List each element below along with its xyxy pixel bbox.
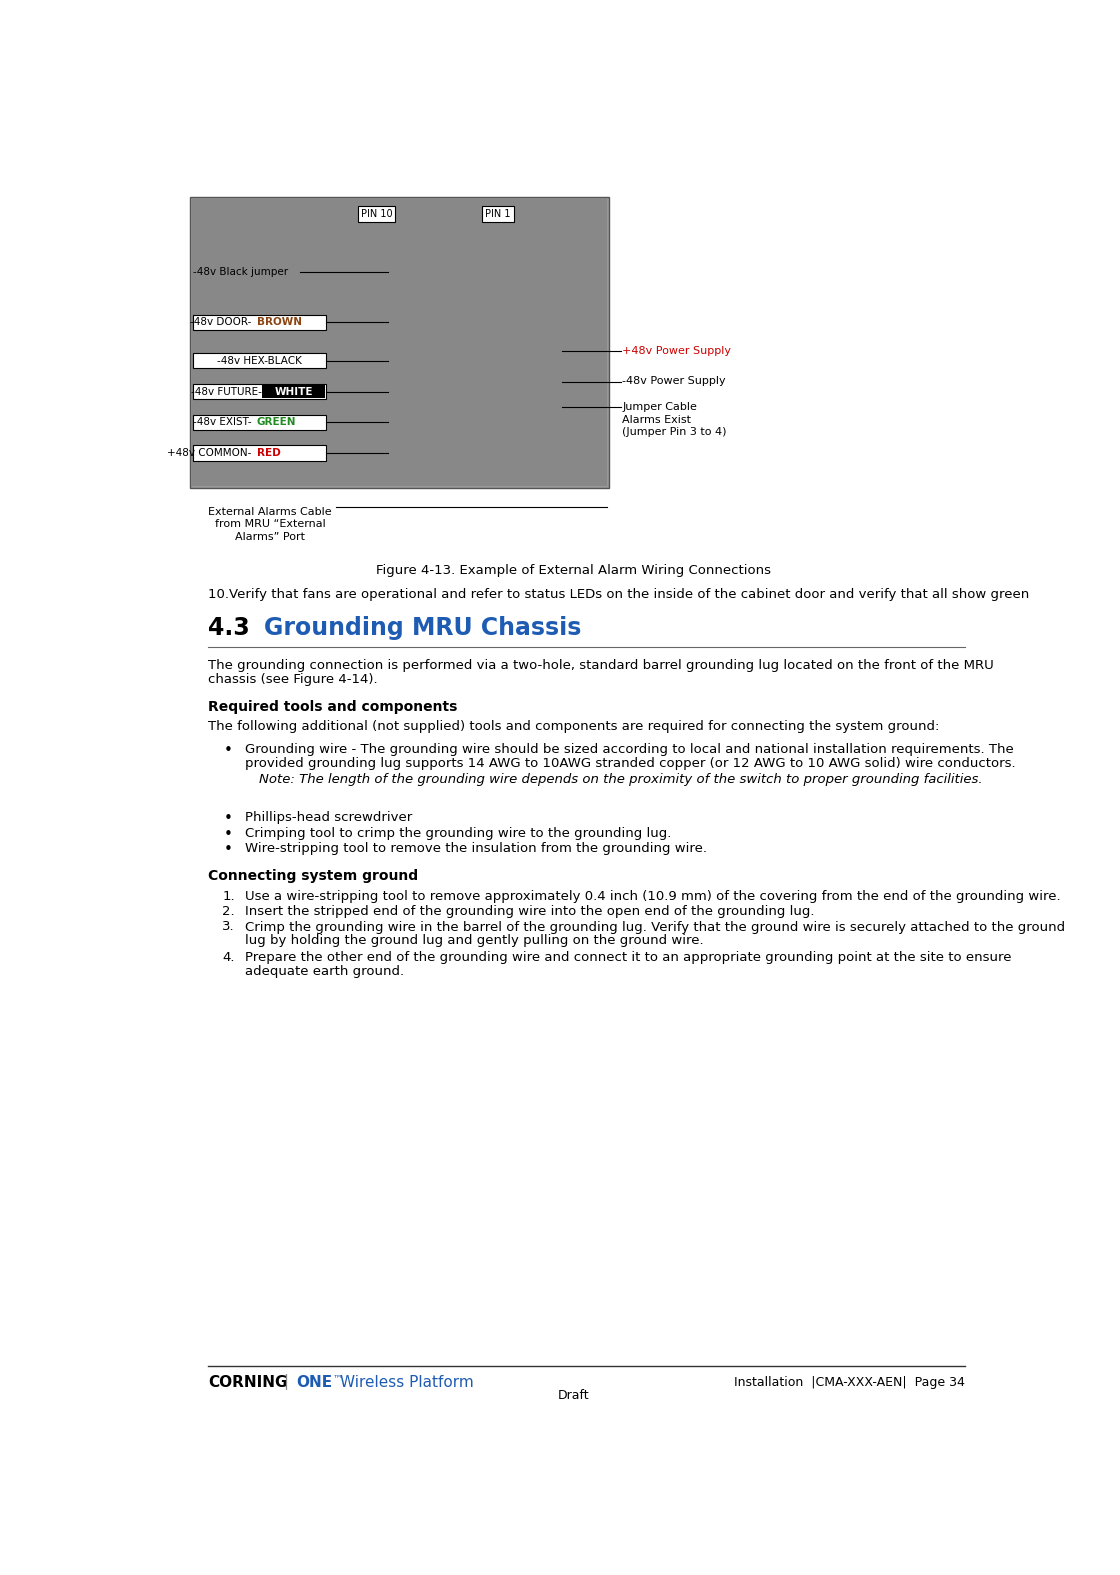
Text: Wire-stripping tool to remove the insulation from the grounding wire.: Wire-stripping tool to remove the insula… [245, 843, 708, 855]
Text: Grounding wire - The grounding wire should be sized according to local and natio: Grounding wire - The grounding wire shou… [245, 743, 1014, 756]
Bar [262, 384, 325, 398]
Bar [192, 198, 607, 487]
Text: Alarms Exist: Alarms Exist [622, 414, 691, 425]
Bar [193, 414, 326, 430]
Text: Note: The length of the grounding wire depends on the proximity of the switch to: Note: The length of the grounding wire d… [260, 773, 983, 786]
Text: 3.: 3. [222, 920, 235, 934]
Text: (Jumper Pin 3 to 4): (Jumper Pin 3 to 4) [622, 427, 727, 438]
Text: The following additional (not supplied) tools and components are required for co: The following additional (not supplied) … [208, 720, 940, 734]
Text: WHITE: WHITE [274, 386, 314, 397]
Text: Jumper Cable: Jumper Cable [622, 402, 697, 413]
Text: from MRU “External: from MRU “External [215, 520, 326, 529]
Text: 4.3: 4.3 [208, 616, 250, 641]
Text: CORNING: CORNING [208, 1375, 288, 1391]
Text: +48v COMMON-: +48v COMMON- [167, 449, 251, 458]
Text: •: • [224, 827, 233, 841]
Text: BROWN: BROWN [256, 317, 301, 328]
Text: Grounding MRU Chassis: Grounding MRU Chassis [264, 616, 581, 641]
Text: PIN 10: PIN 10 [361, 208, 392, 219]
Text: -48v HEX-BLACK: -48v HEX-BLACK [217, 356, 301, 365]
Text: Crimp the grounding wire in the barrel of the grounding lug. Verify that the gro: Crimp the grounding wire in the barrel o… [245, 920, 1065, 934]
Bar [193, 315, 326, 329]
Text: -48v EXIST-: -48v EXIST- [193, 417, 251, 427]
Text: Required tools and components: Required tools and components [208, 701, 458, 715]
Text: adequate earth ground.: adequate earth ground. [245, 965, 404, 978]
Bar [193, 384, 326, 398]
Text: 10.Verify that fans are operational and refer to status LEDs on the inside of th: 10.Verify that fans are operational and … [208, 587, 1029, 600]
Text: Wireless Platform: Wireless Platform [340, 1375, 474, 1391]
Text: Use a wire-stripping tool to remove approximately 0.4 inch (10.9 mm) of the cove: Use a wire-stripping tool to remove appr… [245, 890, 1061, 902]
Text: Figure 4-13. Example of External Alarm Wiring Connections: Figure 4-13. Example of External Alarm W… [376, 564, 772, 576]
Text: |: | [283, 1375, 289, 1391]
Text: -48v FUTURE-: -48v FUTURE- [190, 386, 261, 397]
Text: Installation  |CMA-XXX-AEN|  Page 34: Installation |CMA-XXX-AEN| Page 34 [735, 1377, 965, 1389]
Text: 4.: 4. [222, 951, 235, 964]
Text: +48v Power Supply: +48v Power Supply [622, 345, 731, 356]
Text: provided grounding lug supports 14 AWG to 10AWG stranded copper (or 12 AWG to 10: provided grounding lug supports 14 AWG t… [245, 758, 1016, 770]
Text: •: • [224, 811, 233, 827]
Text: ™: ™ [333, 1373, 343, 1384]
Text: -48v Power Supply: -48v Power Supply [622, 376, 726, 386]
Text: lug by holding the ground lug and gently pulling on the ground wire.: lug by holding the ground lug and gently… [245, 934, 704, 947]
Text: Draft: Draft [558, 1389, 590, 1402]
Text: PIN 1: PIN 1 [485, 208, 511, 219]
Text: Phillips-head screwdriver: Phillips-head screwdriver [245, 811, 412, 824]
Text: The grounding connection is performed via a two-hole, standard barrel grounding : The grounding connection is performed vi… [208, 658, 993, 671]
Text: 2.: 2. [222, 906, 235, 918]
Text: -48v DOOR-: -48v DOOR- [190, 317, 251, 328]
Text: Connecting system ground: Connecting system ground [208, 869, 419, 884]
Text: RED: RED [256, 449, 280, 458]
Text: •: • [224, 743, 233, 759]
Text: 1.: 1. [222, 890, 235, 902]
Text: Insert the stripped end of the grounding wire into the open end of the grounding: Insert the stripped end of the grounding… [245, 906, 815, 918]
Text: Crimping tool to crimp the grounding wire to the grounding lug.: Crimping tool to crimp the grounding wir… [245, 827, 672, 839]
Text: Alarms” Port: Alarms” Port [235, 532, 305, 542]
Bar [190, 197, 609, 488]
Text: •: • [224, 843, 233, 857]
Bar [193, 353, 326, 369]
Text: GREEN: GREEN [256, 417, 296, 427]
Text: External Alarms Cable: External Alarms Cable [208, 507, 332, 517]
Text: -48v Black jumper: -48v Black jumper [193, 268, 288, 277]
Text: chassis (see Figure 4-14).: chassis (see Figure 4-14). [208, 673, 377, 685]
Bar [193, 446, 326, 461]
Text: Prepare the other end of the grounding wire and connect it to an appropriate gro: Prepare the other end of the grounding w… [245, 951, 1011, 964]
Text: ONE: ONE [297, 1375, 333, 1391]
